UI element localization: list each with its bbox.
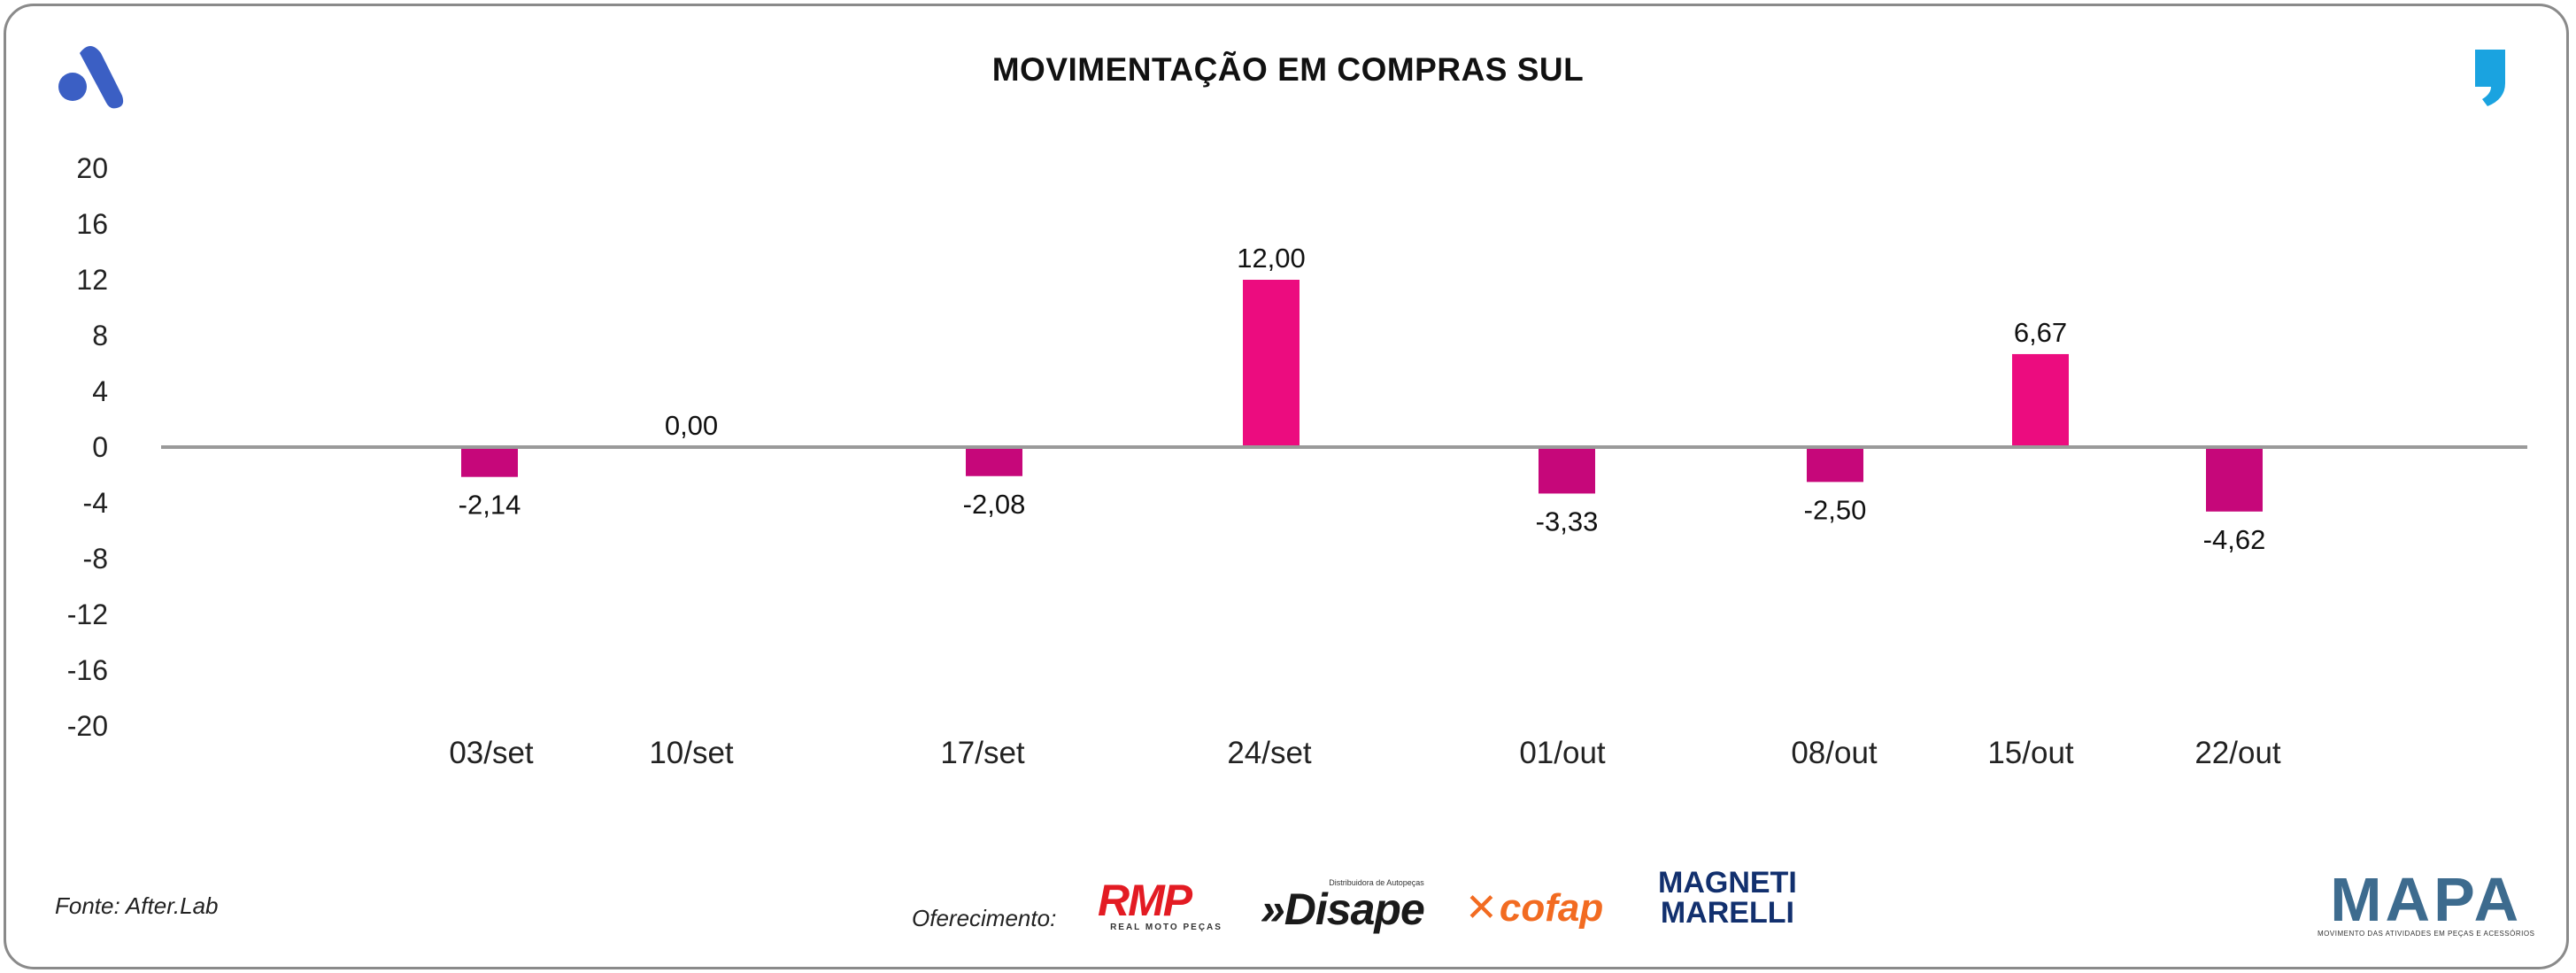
bar <box>2012 353 2069 447</box>
x-tick-label: 24/set <box>1227 736 1312 770</box>
y-tick-label: -4 <box>83 487 108 519</box>
x-tick-label: 08/out <box>1791 736 1878 770</box>
y-tick-label: -20 <box>67 710 108 742</box>
x-tick-label: 10/set <box>649 736 734 770</box>
mapa-subtext: MOVIMENTO DAS ATIVIDADES EM PEÇAS E ACES… <box>2318 930 2535 938</box>
y-tick-label: -12 <box>67 598 108 630</box>
data-label: 6,67 <box>2014 317 2067 348</box>
source-note: Fonte: After.Lab <box>55 892 219 919</box>
bar <box>1807 447 1863 483</box>
sponsor-magneti-marelli-logo: MAGNETI MARELLI <box>1658 868 1797 928</box>
data-label: -2,14 <box>459 490 521 521</box>
data-label: -2,50 <box>1804 494 1867 525</box>
y-tick-label: 8 <box>92 320 108 351</box>
y-tick-label: 16 <box>76 208 108 240</box>
sponsor-disape-text: »Disape <box>1261 884 1425 934</box>
bar <box>2206 447 2263 512</box>
bar <box>1539 447 1595 494</box>
x-tick-label: 22/out <box>2194 736 2281 770</box>
y-axis-ticks: 20 16 12 8 4 0 -4 -8 -12 -16 -20 <box>67 152 108 742</box>
y-tick-label: -8 <box>83 543 108 575</box>
data-label: 12,00 <box>1237 243 1306 274</box>
data-label: -3,33 <box>1536 506 1599 537</box>
chart-frame <box>4 4 2569 969</box>
sponsor-rmp-subtext: REAL MOTO PEÇAS <box>1110 923 1222 932</box>
chart-title: MOVIMENTAÇÃO EM COMPRAS SUL <box>991 51 1585 88</box>
category-labels: 03/set 10/set 17/set 24/set 01/out 08/out 15/o… <box>449 736 2281 770</box>
x-tick-label: 15/out <box>1987 736 2074 770</box>
y-tick-label: 4 <box>92 375 108 407</box>
y-tick-label: 0 <box>92 431 108 463</box>
data-label: 0,00 <box>665 410 718 441</box>
bar <box>461 447 518 477</box>
sponsor-label: Oferecimento: <box>912 905 1057 931</box>
sponsor-magneti-text: MAGNETI <box>1658 866 1797 900</box>
y-tick-label: -16 <box>67 654 108 686</box>
data-label: -4,62 <box>2203 524 2266 555</box>
sponsor-cofap-text: cofap <box>1499 886 1604 930</box>
sponsor-marelli-text: MARELLI <box>1660 896 1794 930</box>
bars <box>461 280 2263 512</box>
bar <box>1243 280 1300 447</box>
data-label: -2,08 <box>963 489 1026 520</box>
x-tick-label: 01/out <box>1519 736 1606 770</box>
x-tick-label: 17/set <box>940 736 1025 770</box>
sponsor-disape-logo: Distribuidora de Autopeças »Disape <box>1261 878 1425 934</box>
brand-logo-a-icon <box>55 41 127 116</box>
sponsor-cofap-logo: ✕cofap <box>1465 885 1603 931</box>
y-tick-label: 20 <box>76 152 108 184</box>
sponsor-rmp-logo: RMP REAL MOTO PEÇAS <box>1098 878 1235 932</box>
value-labels: -2,14 0,00 -2,08 12,00 -3,33 -2,50 6,67 -4,62 <box>459 243 2266 555</box>
sponsor-rmp-text: RMP <box>1098 876 1192 925</box>
brand-comma-icon <box>2470 50 2510 112</box>
sponsor-disape-subtext: Distribuidora de Autopeças <box>1329 878 1424 887</box>
mapa-text: MAPA <box>2330 865 2523 934</box>
mapa-logo: MAPA MOVIMENTO DAS ATIVIDADES EM PEÇAS E… <box>2318 869 2534 938</box>
x-tick-label: 03/set <box>449 736 534 770</box>
bar <box>966 447 1022 476</box>
y-tick-label: 12 <box>76 264 108 296</box>
cofap-mark-icon: ✕ <box>1465 886 1498 930</box>
